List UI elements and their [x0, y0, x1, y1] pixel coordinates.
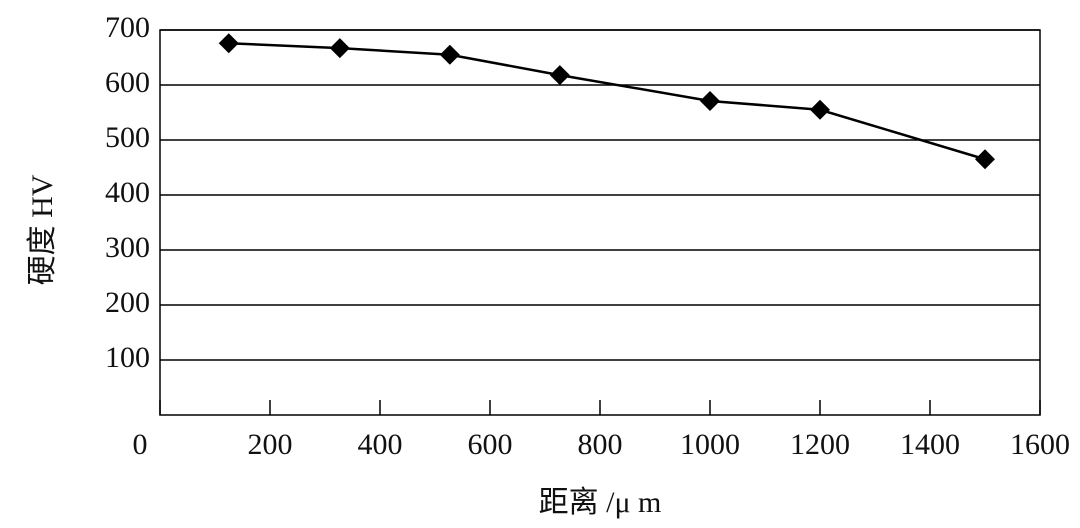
x-tick-label: 1600 [1010, 428, 1070, 461]
x-tick-label: 1000 [680, 428, 740, 461]
x-tick-label: 800 [578, 428, 623, 461]
data-line [228, 41, 986, 161]
x-tick-label: 0 [133, 428, 148, 461]
x-tick-label: 1200 [790, 428, 850, 461]
y-tick-label: 100 [105, 341, 150, 374]
data-point [329, 38, 350, 59]
x-tick-label: 600 [468, 428, 513, 461]
plot-frame [159, 29, 1041, 416]
y-tick-label: 600 [105, 66, 150, 99]
x-axis-title: 距离 /μ m [539, 486, 662, 519]
x-tick-label: 200 [248, 428, 293, 461]
x-tick-label: 1400 [900, 428, 960, 461]
y-tick-label: 700 [105, 11, 150, 44]
data-point [218, 33, 239, 54]
data-point [439, 44, 460, 65]
x-tick-label: 400 [358, 428, 403, 461]
data-point [975, 149, 995, 170]
data-point [700, 90, 720, 111]
y-tick-label: 300 [105, 231, 150, 264]
y-tick-label: 200 [105, 286, 150, 319]
data-point [549, 65, 570, 86]
data-point [810, 99, 830, 120]
y-axis-title: 硬度 HV [26, 174, 59, 285]
y-tick-label: 500 [105, 121, 150, 154]
y-tick-label: 400 [105, 176, 150, 209]
